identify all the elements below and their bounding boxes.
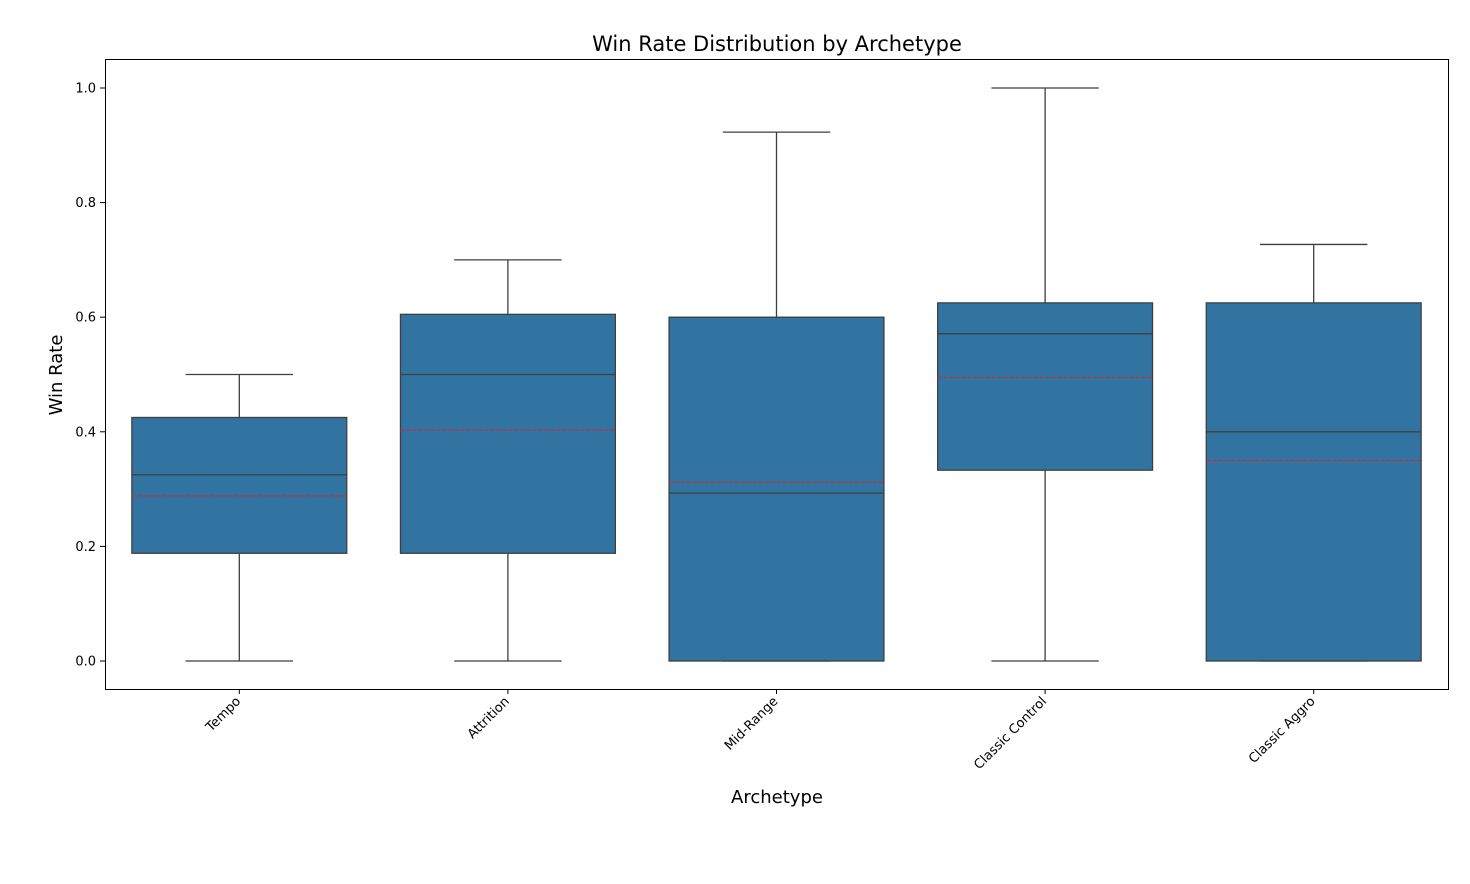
y-axis: 0.0 0.2 0.4 0.6 0.8 1.0 (75, 82, 105, 670)
x-tick-label: Mid-Range (722, 694, 781, 753)
y-axis-label: Win Rate (46, 335, 67, 416)
x-tick-label: Classic Control (971, 694, 1050, 773)
box-iqr (399, 313, 616, 554)
y-tick-label: 0.2 (75, 540, 96, 555)
box-group (937, 87, 1154, 662)
box-iqr (668, 316, 885, 662)
x-tick-label: Classic Aggro (1246, 694, 1319, 767)
x-tick-label: Attrition (465, 694, 513, 742)
box-iqr (1205, 302, 1422, 662)
x-tick-label: Tempo (203, 694, 244, 735)
y-tick-label: 0.4 (75, 425, 96, 440)
boxes-layer (131, 87, 1422, 662)
x-axis: Tempo Attrition Mid-Range Classic Control Cl… (203, 689, 1319, 773)
box-iqr (937, 302, 1154, 471)
box-group (131, 373, 348, 662)
box-group (1205, 243, 1422, 662)
y-tick-label: 0.0 (75, 655, 96, 670)
y-tick-label: 1.0 (75, 82, 96, 97)
x-axis-label: Archetype (731, 787, 823, 808)
chart-title: Win Rate Distribution by Archetype (592, 32, 962, 56)
y-tick-label: 0.6 (75, 311, 96, 326)
box-iqr (131, 416, 348, 554)
box-group (668, 131, 885, 662)
box-group (399, 259, 616, 662)
y-tick-label: 0.8 (75, 196, 96, 211)
